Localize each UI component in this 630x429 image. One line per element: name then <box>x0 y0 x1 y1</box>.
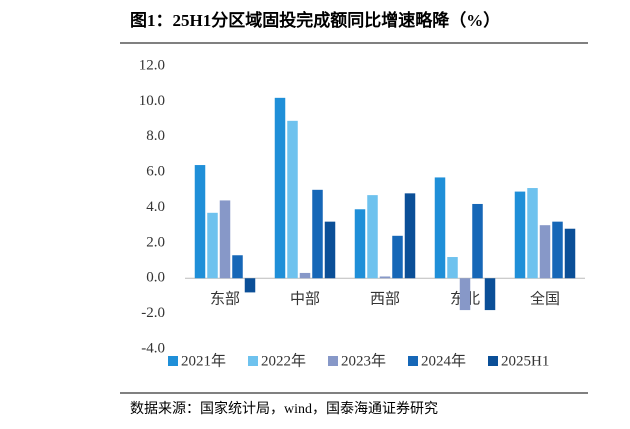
bar <box>367 195 378 279</box>
bar <box>324 221 336 279</box>
bar <box>232 255 243 279</box>
y-tick-label: 12.0 <box>139 57 165 73</box>
bar <box>514 191 526 279</box>
bar <box>404 193 416 279</box>
chart-title: 图1：25H1分区域固投完成额同比增速略降（%） <box>130 10 500 30</box>
legend-swatch <box>168 356 178 366</box>
bar <box>207 212 218 279</box>
bar <box>447 257 458 279</box>
legend-label: 2021年 <box>181 352 226 369</box>
y-tick-label: 0.0 <box>146 270 165 286</box>
y-tick-label: 4.0 <box>146 199 165 215</box>
y-tick-label: 2.0 <box>146 234 165 250</box>
bar <box>539 225 551 279</box>
legend-swatch <box>248 356 258 366</box>
legend-swatch <box>408 356 418 366</box>
bar <box>287 120 298 279</box>
bar <box>564 228 576 279</box>
bar <box>379 276 391 279</box>
x-tick-label: 东部 <box>210 290 240 307</box>
bar <box>244 278 256 293</box>
y-tick-label: 6.0 <box>146 164 165 180</box>
bar <box>552 221 563 279</box>
y-tick-label: -4.0 <box>141 340 165 356</box>
bar <box>527 188 538 279</box>
bar <box>194 165 206 279</box>
y-tick-label: 8.0 <box>146 128 165 144</box>
y-tick-label: -2.0 <box>141 305 165 321</box>
source-note: 数据来源：国家统计局，wind，国泰海通证券研究 <box>130 400 438 417</box>
legend-swatch <box>328 356 338 366</box>
bar <box>354 209 366 279</box>
bar <box>392 235 403 279</box>
legend-label: 2024年 <box>421 352 466 369</box>
bar <box>472 203 483 279</box>
x-tick-label: 中部 <box>290 290 320 307</box>
legend-swatch <box>488 356 498 366</box>
bar <box>312 189 323 279</box>
y-tick-label: 10.0 <box>139 93 165 109</box>
x-tick-label: 西部 <box>370 290 400 307</box>
bar <box>299 272 311 279</box>
legend-label: 2023年 <box>341 352 386 369</box>
x-tick-label: 全国 <box>530 289 560 307</box>
bar <box>434 177 446 279</box>
bar <box>459 278 471 311</box>
bar <box>274 97 286 279</box>
bar <box>484 278 496 311</box>
bar <box>219 200 231 279</box>
legend-label: 2025H1 <box>501 353 549 369</box>
legend-label: 2022年 <box>261 352 306 369</box>
